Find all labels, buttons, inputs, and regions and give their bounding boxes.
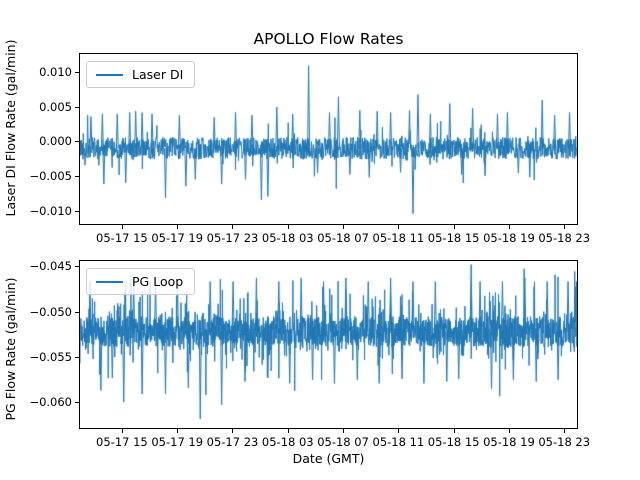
x-tick-label: 05-18 03 [261, 435, 314, 449]
x-tick-label: 05-18 15 [427, 435, 480, 449]
x-tick-mark [287, 429, 289, 433]
x-tick-label: 05-18 19 [483, 231, 535, 245]
y-tick-mark [75, 141, 79, 143]
y-tick-label: −0.010 [29, 204, 72, 219]
y-tick-mark [75, 106, 79, 108]
xlabel: Date (GMT) [292, 451, 365, 466]
y-tick-label: −0.005 [29, 169, 72, 184]
x-tick-label: 05-17 19 [151, 231, 204, 245]
legend-label: Laser DI [132, 67, 184, 82]
x-tick-label: 05-17 15 [96, 231, 148, 245]
x-tick-mark [121, 429, 123, 433]
bottom-plot: PG Loop [79, 260, 578, 429]
x-tick-mark [177, 429, 179, 433]
y-tick-label: 0.010 [39, 64, 72, 79]
x-tick-mark [453, 429, 455, 433]
bottom-legend: PG Loop [86, 268, 196, 295]
y-tick-label: −0.045 [29, 259, 72, 274]
y-tick-label: −0.060 [29, 394, 72, 409]
x-tick-label: 05-17 23 [206, 231, 259, 245]
x-tick-mark [508, 225, 510, 229]
legend-line-sample [96, 73, 123, 76]
legend-line-sample [96, 280, 123, 283]
y-tick-label: 0.000 [39, 134, 72, 149]
x-tick-mark [564, 429, 566, 433]
top-plot: Laser DI [79, 53, 578, 225]
x-tick-mark [232, 429, 234, 433]
x-tick-label: 05-17 15 [96, 435, 148, 449]
x-tick-label: 05-17 19 [151, 435, 204, 449]
x-tick-mark [508, 429, 510, 433]
y-tick-mark [75, 71, 79, 73]
y-tick-mark [75, 176, 79, 178]
x-tick-mark [343, 225, 345, 229]
x-tick-label: 05-18 07 [317, 435, 369, 449]
x-tick-label: 05-18 07 [317, 231, 369, 245]
x-tick-mark [287, 225, 289, 229]
y-tick-mark [75, 311, 79, 313]
x-tick-label: 05-18 23 [538, 231, 591, 245]
x-tick-label: 05-18 11 [372, 435, 425, 449]
x-tick-label: 05-18 19 [483, 435, 535, 449]
legend-label: PG Loop [132, 274, 184, 289]
y-tick-label: −0.055 [29, 349, 72, 364]
y-tick-mark [75, 266, 79, 268]
y-tick-mark [75, 401, 79, 403]
x-tick-label: 05-18 23 [538, 435, 591, 449]
x-tick-label: 05-18 03 [261, 231, 314, 245]
x-tick-label: 05-17 23 [206, 435, 259, 449]
x-tick-label: 05-18 11 [372, 231, 425, 245]
y-tick-label: 0.005 [39, 99, 72, 114]
x-tick-mark [343, 429, 345, 433]
x-tick-mark [232, 225, 234, 229]
x-tick-mark [453, 225, 455, 229]
x-tick-label: 05-18 15 [427, 231, 480, 245]
x-tick-mark [398, 225, 400, 229]
y-tick-label: −0.050 [29, 304, 72, 319]
top-legend: Laser DI [86, 61, 196, 88]
x-tick-mark [177, 225, 179, 229]
y-tick-mark [75, 356, 79, 358]
x-tick-mark [121, 225, 123, 229]
x-tick-mark [564, 225, 566, 229]
chart-title: APOLLO Flow Rates [253, 30, 404, 48]
x-tick-mark [398, 429, 400, 433]
y-tick-mark [75, 211, 79, 213]
